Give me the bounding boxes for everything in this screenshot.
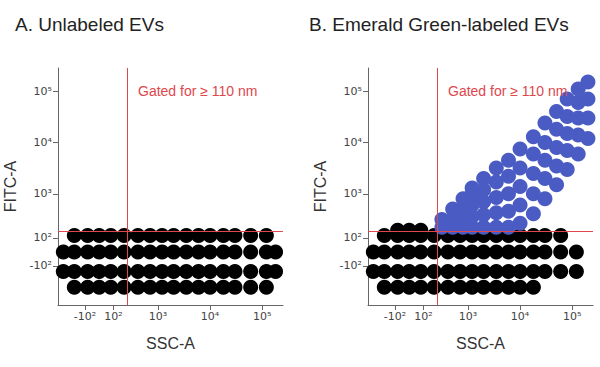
svg-text:-10²: -10²	[74, 310, 96, 323]
svg-text:10⁴: 10⁴	[344, 136, 363, 149]
svg-text:10⁴: 10⁴	[511, 310, 530, 323]
svg-text:10⁵: 10⁵	[34, 85, 52, 98]
svg-text:10³: 10³	[149, 310, 167, 323]
svg-text:FITC-A: FITC-A	[2, 160, 19, 212]
svg-text:SSC-A: SSC-A	[146, 335, 195, 352]
svg-text:10²: 10²	[34, 231, 52, 244]
svg-text:-10²: -10²	[384, 310, 406, 323]
svg-text:-10²: -10²	[30, 259, 52, 272]
svg-text:10²: 10²	[414, 310, 432, 323]
svg-text:A. Unlabeled EVs: A. Unlabeled EVs	[15, 14, 164, 35]
svg-text:10⁴: 10⁴	[201, 310, 220, 323]
svg-text:10³: 10³	[34, 187, 52, 200]
svg-text:10⁵: 10⁵	[344, 85, 362, 98]
svg-text:Gated for ≥ 110 nm: Gated for ≥ 110 nm	[448, 83, 568, 99]
svg-text:10⁵: 10⁵	[253, 310, 271, 323]
svg-text:10⁴: 10⁴	[34, 136, 53, 149]
svg-text:B. Emerald Green-labeled EVs: B. Emerald Green-labeled EVs	[309, 14, 569, 35]
svg-text:10²: 10²	[104, 310, 122, 323]
svg-text:FITC-A: FITC-A	[312, 160, 329, 212]
svg-text:10³: 10³	[344, 187, 362, 200]
svg-text:10⁵: 10⁵	[563, 310, 581, 323]
svg-text:Gated for ≥ 110 nm: Gated for ≥ 110 nm	[138, 83, 258, 99]
svg-text:SSC-A: SSC-A	[456, 335, 505, 352]
svg-text:10²: 10²	[344, 231, 362, 244]
svg-text:10³: 10³	[459, 310, 477, 323]
svg-text:-10²: -10²	[340, 259, 362, 272]
